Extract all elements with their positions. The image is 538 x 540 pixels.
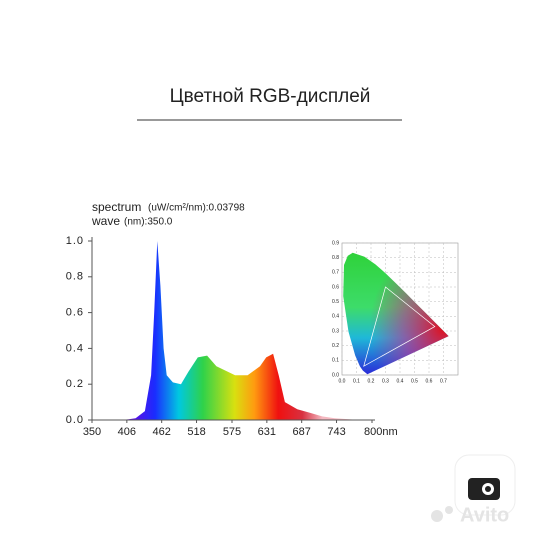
watermark-text: Avito [460, 504, 509, 526]
y-tick-label: 1.0 [66, 235, 84, 247]
x-tick-label: 350 [83, 426, 101, 438]
y-tick-label: 0.8 [66, 271, 84, 283]
y-tick-label: 0.5 [332, 299, 339, 305]
x-tick-label: 631 [258, 426, 276, 438]
y-tick-label: 0.6 [332, 284, 339, 290]
y-tick-label: 0.6 [66, 307, 84, 319]
x-tick-label: 462 [153, 426, 171, 438]
x-tick-label: 687 [293, 426, 311, 438]
annotation: spectrum [92, 200, 141, 214]
watermark-icon-lens-inner [485, 486, 491, 492]
x-tick-label: 743 [327, 426, 345, 438]
x-tick-label: 800nm [364, 426, 398, 438]
y-tick-label: 0.1 [332, 358, 339, 364]
x-tick-label: 0.0 [339, 378, 346, 384]
watermark: Avito [431, 454, 516, 526]
x-tick-label: 0.1 [353, 378, 360, 384]
x-tick-label: 0.3 [382, 378, 389, 384]
y-tick-label: 0.0 [332, 372, 339, 378]
y-tick-label: 0.8 [332, 255, 339, 261]
x-tick-label: 0.4 [397, 378, 404, 384]
gamut-triangle [363, 286, 436, 367]
y-tick-label: 0.9 [332, 240, 339, 246]
page-title: Цветной RGB-дисплей [170, 86, 371, 107]
cie-chart: 0.0 0.1 0.2 0.3 0.4 0.5 0.6 0.7 0.0 0.1 0.2 0.3 0.4 0… [332, 240, 459, 384]
watermark-dot [431, 510, 443, 522]
y-tick-label: 0.2 [332, 343, 339, 349]
spectrum-area [92, 241, 360, 420]
watermark-dot [445, 506, 453, 514]
y-tick-label: 0.7 [332, 270, 339, 276]
y-tick-label: 0.4 [66, 342, 84, 354]
x-tick-label: 575 [223, 426, 241, 438]
x-tick-label: 0.7 [440, 378, 447, 384]
y-tick-label: 0.4 [332, 314, 339, 320]
x-tick-label: 0.5 [411, 378, 418, 384]
x-tick-label: 406 [118, 426, 136, 438]
y-tick-label: 0.2 [66, 378, 84, 390]
y-tick-label: 0.3 [332, 328, 339, 334]
annotation: wave [91, 214, 120, 228]
annotation: (nm):350.0 [124, 217, 173, 228]
x-tick-label: 0.2 [368, 378, 375, 384]
spectrum-chart: spectrum (uW/cm²/nm):0.03798 wave (nm):350.… [66, 200, 398, 438]
y-tick-label: 0.0 [66, 414, 84, 426]
x-tick-label: 0.6 [426, 378, 433, 384]
annotation: (uW/cm²/nm):0.03798 [148, 203, 245, 214]
x-tick-label: 518 [187, 426, 205, 438]
